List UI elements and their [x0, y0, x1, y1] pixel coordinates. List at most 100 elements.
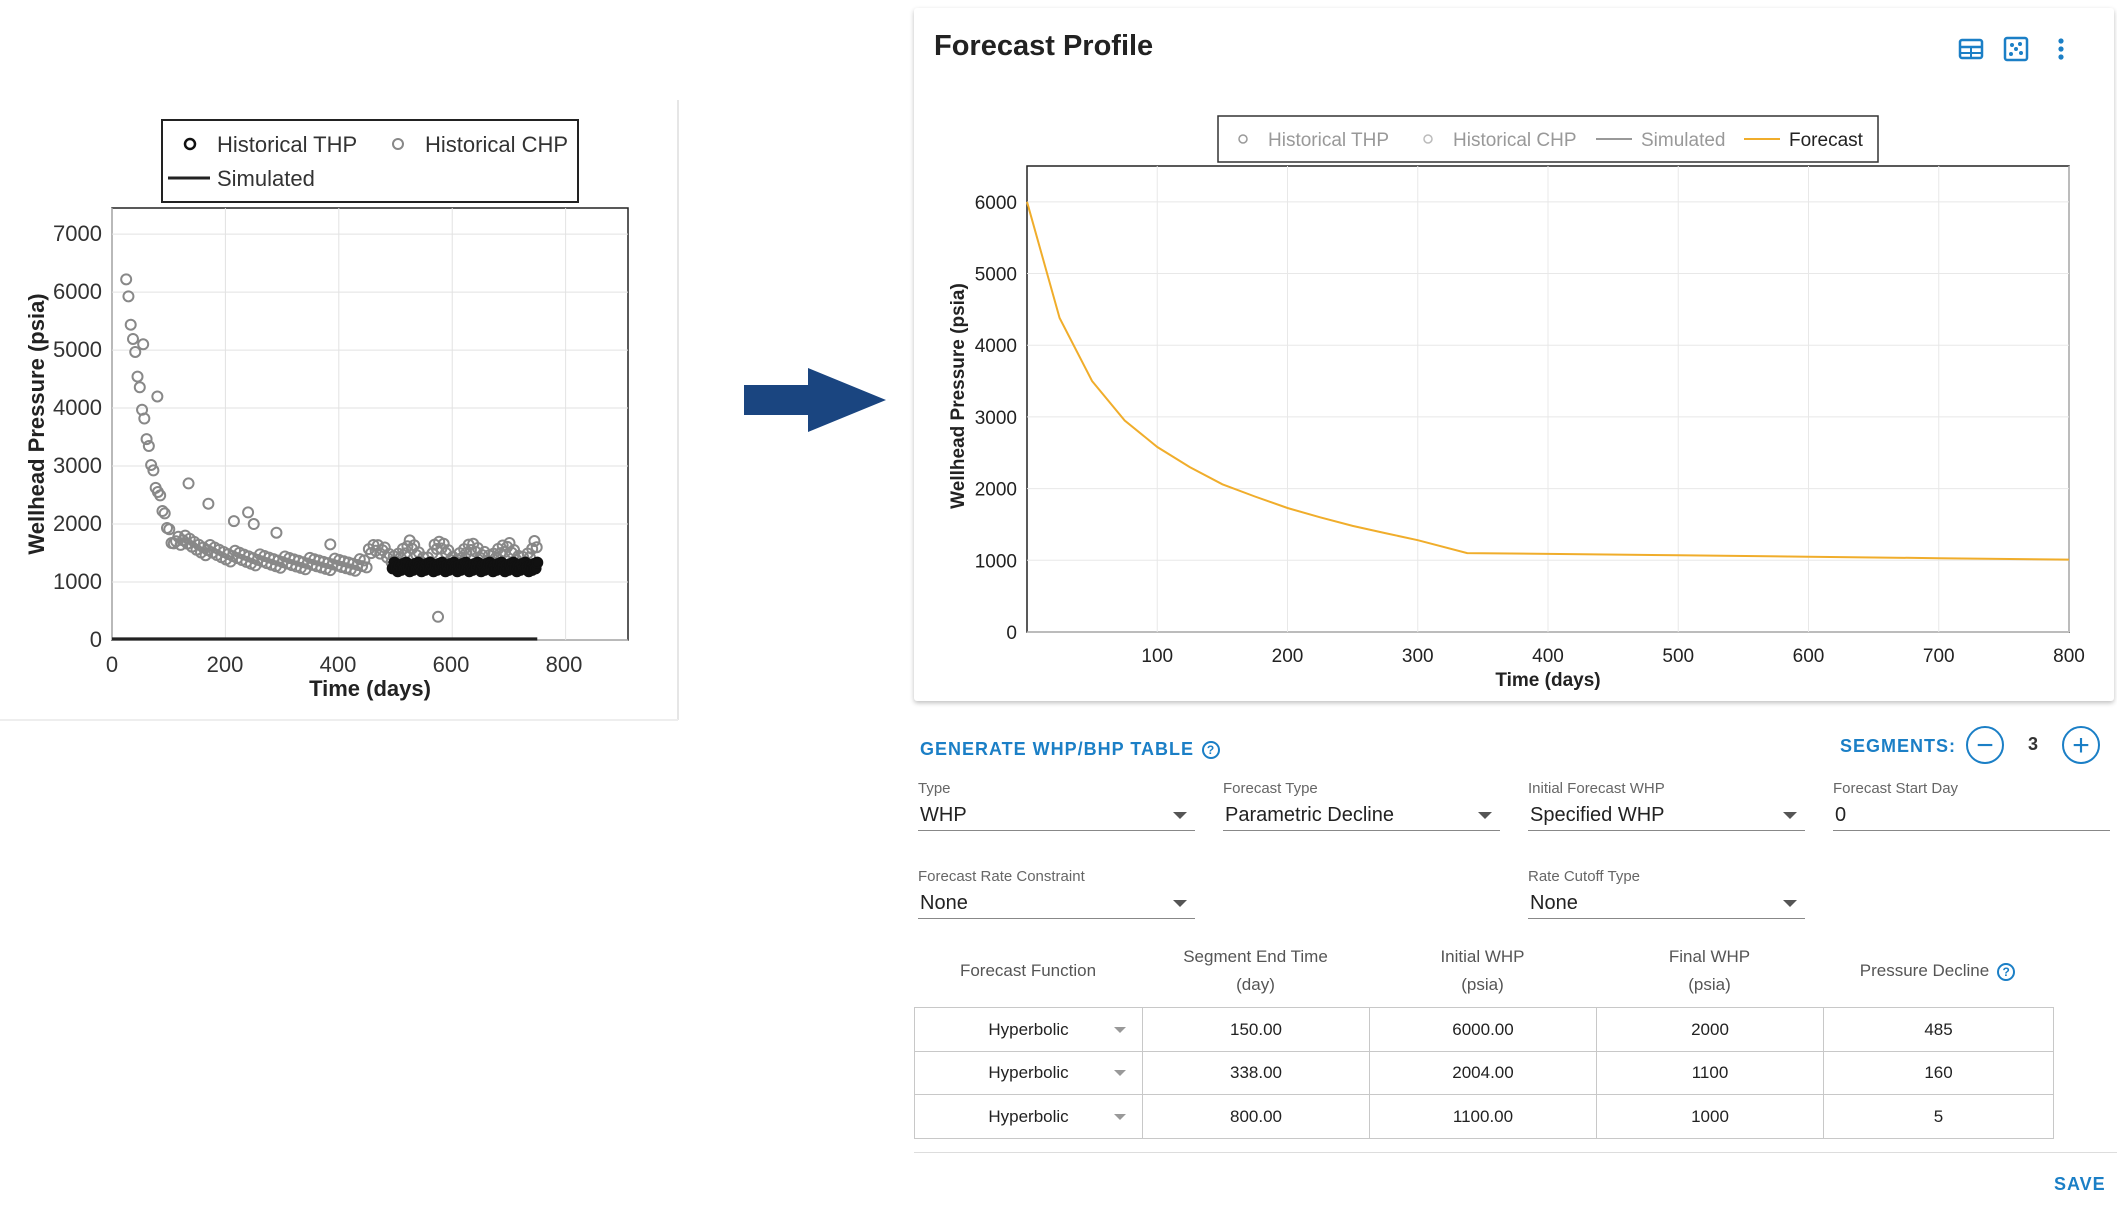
left-plot-area	[111, 207, 629, 641]
forecast-ytick: 0	[1006, 623, 1017, 644]
segment-end-time-cell[interactable]: 800.00	[1143, 1095, 1370, 1138]
chp-point	[227, 515, 240, 528]
left-ytick: 2000	[53, 511, 102, 536]
help-icon[interactable]: ?	[1202, 741, 1221, 760]
chp-point	[126, 332, 139, 345]
forecast-profile-card: Historical THP Historical CHP Simulated …	[914, 8, 2114, 701]
chp-point	[242, 506, 255, 519]
pressure-decline-cell[interactable]: 160	[1924, 1063, 1953, 1082]
forecast-rate-constraint-select[interactable]: Forecast Rate Constraint None	[918, 868, 1195, 919]
chp-point	[367, 539, 380, 552]
initial-whp-cell[interactable]: 6000.00	[1370, 1008, 1597, 1051]
left-xtick: 0	[106, 652, 118, 677]
forecast-ylabel: Wellhead Pressure (psia)	[948, 283, 969, 509]
forecast-ytick: 4000	[975, 336, 1017, 357]
initial-forecast-whp-select[interactable]: Initial Forecast WHP Specified WHP	[1528, 780, 1805, 831]
forecast-function-select[interactable]: Hyperbolic	[915, 1095, 1143, 1138]
chp-point	[137, 338, 150, 351]
forecast-xlabel: Time (days)	[1495, 670, 1600, 691]
forecast-start-day-input[interactable]: Forecast Start Day 0	[1833, 780, 2110, 831]
segment-end-time-cell[interactable]: 338.00	[1143, 1051, 1370, 1094]
chevron-down-icon	[1114, 1070, 1126, 1076]
forecast-xtick: 100	[1141, 646, 1173, 667]
scatter-icon[interactable]	[2001, 34, 2031, 64]
legend-label-simulated: Simulated	[1641, 130, 1726, 151]
table-header: Segment End Time (day)	[1183, 947, 1328, 994]
forecast-type-select[interactable]: Forecast Type Parametric Decline	[1223, 780, 1500, 831]
decrease-segments-button[interactable]: −	[1966, 726, 2004, 764]
chp-point	[182, 477, 195, 490]
left-ytick: 3000	[53, 453, 102, 478]
forecast-xtick: 800	[2053, 646, 2085, 667]
forecast-xtick: 600	[1793, 646, 1825, 667]
right-arrow-icon	[744, 368, 886, 432]
type-select[interactable]: Type WHP	[918, 780, 1195, 831]
forecast-xtick: 500	[1662, 646, 1694, 667]
chevron-down-icon	[1173, 812, 1187, 819]
initial-whp-cell[interactable]: 2004.00	[1370, 1051, 1597, 1094]
chevron-down-icon	[1783, 812, 1797, 819]
segment-end-time-cell[interactable]: 150.00	[1143, 1008, 1370, 1051]
forecast-gridlines	[1027, 166, 2070, 633]
chp-point	[270, 526, 283, 539]
table-row: Hyperbolic 800.00 1100.00 1000 5	[914, 1095, 2054, 1139]
pressure-decline-cell[interactable]: 485	[1924, 1020, 1953, 1039]
legend-marker-chp	[392, 138, 404, 150]
left-data-points	[112, 273, 544, 641]
field-label: Initial Forecast WHP	[1528, 780, 1665, 797]
final-whp-cell[interactable]: 2000	[1597, 1008, 1824, 1051]
chevron-down-icon	[1114, 1027, 1126, 1033]
chevron-down-icon	[1783, 900, 1797, 907]
chp-point	[156, 505, 169, 518]
rate-cutoff-type-select[interactable]: Rate Cutoff Type None	[1528, 868, 1805, 919]
segments-label: SEGMENTS:	[1840, 736, 1957, 756]
chp-point	[151, 390, 164, 403]
chp-point	[129, 345, 142, 358]
chp-point	[133, 381, 146, 394]
chp-point	[154, 489, 167, 502]
help-icon[interactable]: ?	[1997, 962, 2016, 981]
left-ytick: 7000	[53, 221, 102, 246]
initial-whp-cell[interactable]: 1100.00	[1370, 1095, 1597, 1138]
table-icon[interactable]	[1956, 34, 1986, 64]
chp-point	[120, 273, 133, 286]
chevron-down-icon	[1478, 812, 1492, 819]
field-value: Specified WHP	[1530, 804, 1665, 826]
legend-label-thp: Historical THP	[1268, 130, 1389, 151]
forecast-xtick: 200	[1272, 646, 1304, 667]
field-label: Rate Cutoff Type	[1528, 868, 1641, 885]
chp-point	[528, 535, 541, 548]
pressure-decline-cell[interactable]: 5	[1933, 1107, 1944, 1126]
chp-point	[131, 370, 144, 383]
chp-point	[360, 561, 373, 574]
chp-point	[247, 518, 260, 531]
increase-segments-button[interactable]: +	[2062, 726, 2100, 764]
chp-point	[358, 554, 371, 567]
chp-point	[202, 497, 215, 510]
legend-label-chp: Historical CHP	[425, 132, 568, 157]
field-value: 0	[1835, 804, 1847, 826]
left-xtick: 400	[320, 652, 357, 677]
legend-marker-thp	[1238, 134, 1248, 144]
field-value: None	[920, 892, 968, 914]
generate-table-button[interactable]: GENERATE WHP/BHP TABLE?	[920, 739, 1221, 760]
historical-pressure-chart: Historical THP Historical CHP Simulated …	[0, 100, 679, 721]
table-row: Hyperbolic 150.00 6000.00 2000 485	[914, 1007, 2054, 1052]
legend-label-forecast: Forecast	[1789, 130, 1864, 151]
forecast-xtick: 700	[1923, 646, 1955, 667]
left-xtick: 800	[546, 652, 583, 677]
left-ylabel: Wellhead Pressure (psia)	[24, 293, 49, 554]
field-value: None	[1530, 892, 1578, 914]
forecast-function-select[interactable]: Hyperbolic	[915, 1051, 1143, 1094]
chp-point	[145, 458, 158, 471]
forecast-ytick: 1000	[975, 551, 1017, 572]
final-whp-cell[interactable]: 1000	[1597, 1095, 1824, 1138]
final-whp-cell[interactable]: 1100	[1597, 1051, 1824, 1094]
more-vert-icon[interactable]	[2046, 34, 2076, 64]
field-label: Forecast Rate Constraint	[918, 868, 1085, 885]
save-button[interactable]: SAVE	[2054, 1174, 2106, 1194]
forecast-function-select[interactable]: Hyperbolic	[915, 1008, 1143, 1051]
chp-point	[158, 507, 171, 520]
chp-point	[432, 610, 445, 623]
forecast-chart: Historical THP Historical CHP Simulated …	[948, 115, 2085, 691]
